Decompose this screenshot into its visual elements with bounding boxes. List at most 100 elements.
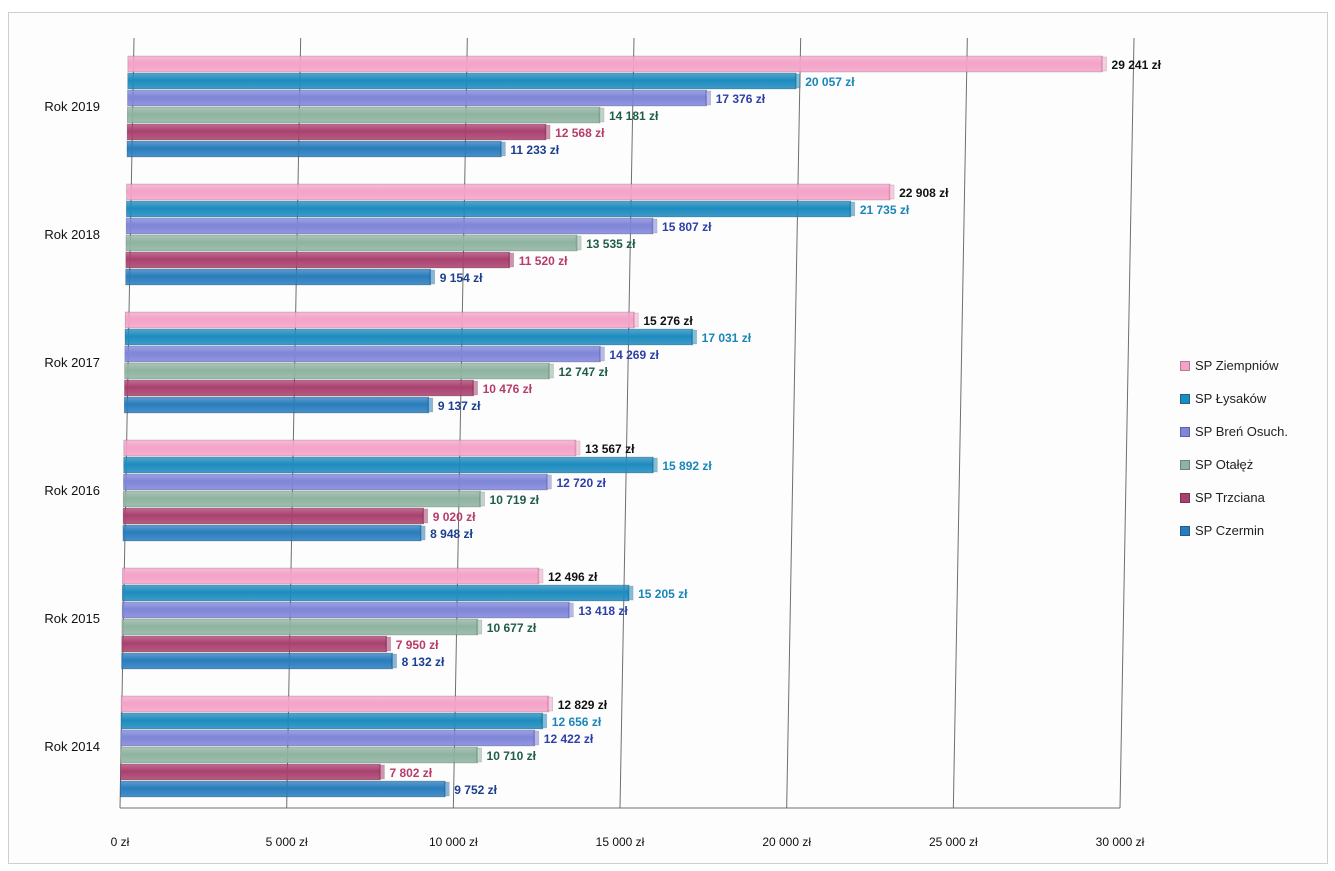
bar-end-cap	[705, 90, 711, 106]
legend-swatch	[1180, 525, 1190, 536]
gridline	[952, 37, 968, 809]
gridline	[1119, 37, 1135, 809]
legend-item: SP Łysaków	[1180, 388, 1330, 409]
bar-value-label: 8 948 zł	[430, 527, 473, 541]
bar-value-label: 9 154 zł	[440, 271, 483, 285]
legend-label: SP Otałęż	[1195, 457, 1254, 472]
bar-value-label: 9 752 zł	[454, 783, 497, 797]
bar-value-label: 10 710 zł	[487, 749, 537, 763]
legend-swatch	[1180, 492, 1190, 503]
bar	[122, 524, 422, 542]
gridline	[786, 37, 802, 809]
legend-item: SP Otałęż	[1180, 454, 1330, 475]
legend-label: SP Breń Osuch.	[1195, 424, 1288, 439]
bar	[119, 780, 446, 798]
bar-value-label: 22 908 zł	[899, 186, 949, 200]
bar	[124, 328, 693, 346]
bar-end-cap	[385, 636, 392, 652]
x-tick-label: 5 000 zł	[266, 835, 308, 849]
legend-swatch	[1180, 393, 1190, 404]
gridline	[119, 37, 135, 809]
x-axis-tick-labels: 0 zł 5 000 zł 10 000 zł 15 000 zł 20 000 zł 2…	[111, 835, 1145, 849]
bar	[123, 473, 548, 491]
legend-item: SP Breń Osuch.	[1180, 421, 1330, 442]
bar-end-cap	[546, 474, 552, 490]
bar	[120, 763, 381, 781]
bar-value-label: 9 020 zł	[433, 510, 476, 524]
bar-value-label: 11 233 zł	[510, 143, 559, 157]
bar-end-cap	[691, 329, 697, 345]
gridlines	[119, 37, 1135, 809]
x-tick-label: 10 000 zł	[429, 835, 478, 849]
gridline	[619, 37, 635, 809]
bar-value-label: 13 535 zł	[586, 237, 636, 251]
bar-end-cap	[1101, 56, 1107, 72]
bar-end-cap	[633, 312, 639, 328]
bar-end-cap	[391, 653, 397, 669]
bar-value-label: 12 422 zł	[544, 732, 594, 746]
bar-end-cap	[533, 730, 540, 746]
bar	[120, 712, 544, 730]
bar-value-label: 12 747 zł	[559, 365, 609, 379]
legend-swatch	[1180, 459, 1190, 470]
x-tick-label: 25 000 zł	[929, 835, 978, 849]
bar	[120, 695, 550, 713]
bar	[123, 439, 577, 457]
bar-end-cap	[599, 346, 605, 362]
bar-end-cap	[379, 764, 385, 780]
gridline	[286, 37, 302, 809]
bar	[121, 584, 630, 602]
bar-end-cap	[547, 696, 554, 712]
bar-end-cap	[500, 141, 506, 157]
bar-end-cap	[574, 440, 581, 456]
bar-end-cap	[472, 380, 478, 396]
x-tick-label: 20 000 zł	[762, 835, 811, 849]
bar	[124, 311, 635, 329]
bar	[125, 234, 578, 252]
bar-end-cap	[541, 713, 548, 729]
bar-end-cap	[598, 107, 605, 123]
bar-value-label: 10 476 zł	[483, 382, 533, 396]
legend-label: SP Czermin	[1195, 523, 1265, 538]
bar-end-cap	[651, 218, 658, 234]
bar-value-label: 12 568 zł	[555, 126, 605, 140]
bar-end-cap	[508, 252, 515, 268]
bar-end-cap	[849, 201, 856, 217]
bar	[123, 456, 654, 474]
bar-value-label: 9 137 zł	[438, 399, 481, 413]
bar-labels: 29 241 zł 20 057 zł 17 376 zł 14 181 zł 12 5…	[389, 58, 1161, 797]
bar-value-label: 21 735 zł	[860, 203, 910, 217]
legend: SP Ziempniów SP Łysaków SP Breń Osuch. SP O…	[1180, 355, 1330, 553]
bar-end-cap	[427, 397, 434, 413]
bar-value-label: 29 241 zł	[1112, 58, 1162, 72]
bar	[127, 55, 1103, 73]
bar-end-cap	[419, 525, 426, 541]
bar	[126, 183, 891, 201]
bar	[126, 200, 852, 218]
category-label: Rok 2014	[44, 739, 100, 754]
bar	[122, 567, 540, 585]
bar-end-cap	[476, 619, 483, 635]
bar-end-cap	[548, 363, 554, 379]
bar	[122, 507, 425, 525]
bar	[121, 635, 388, 653]
bar-value-label: 7 802 zł	[389, 766, 432, 780]
bar	[125, 251, 511, 269]
gridline	[452, 37, 468, 809]
bar-value-label: 13 567 zł	[585, 442, 635, 456]
bar-value-label: 12 656 zł	[552, 715, 602, 729]
bar-value-label: 12 496 zł	[548, 570, 598, 584]
bar-end-cap	[537, 568, 544, 584]
bar-end-cap	[544, 124, 551, 140]
bar	[124, 345, 601, 363]
bar	[120, 729, 536, 747]
bar-end-cap	[627, 585, 634, 601]
bar-value-label: 11 520 zł	[519, 254, 568, 268]
bar-end-cap	[479, 491, 485, 507]
bar-value-label: 14 269 zł	[609, 348, 659, 362]
bar-end-cap	[575, 235, 582, 251]
bar-end-cap	[422, 508, 429, 524]
bar	[123, 396, 430, 414]
bar-value-label: 8 132 zł	[402, 655, 445, 669]
bar-value-label: 17 031 zł	[702, 331, 752, 345]
